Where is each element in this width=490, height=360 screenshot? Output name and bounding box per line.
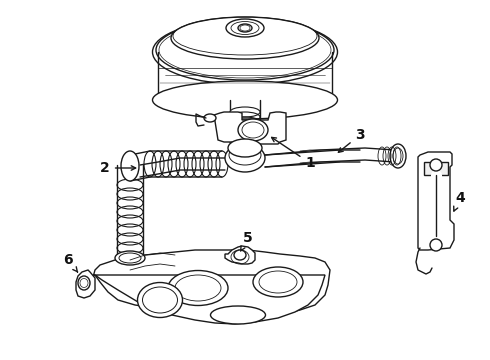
Ellipse shape [78,276,90,290]
Ellipse shape [121,151,139,181]
Polygon shape [88,250,330,318]
Ellipse shape [225,144,265,172]
Text: 2: 2 [100,161,136,175]
Ellipse shape [211,306,266,324]
Text: 6: 6 [63,253,77,272]
Polygon shape [424,162,448,175]
Ellipse shape [226,19,264,37]
Polygon shape [214,112,286,144]
Polygon shape [418,152,454,250]
Ellipse shape [230,107,260,117]
Ellipse shape [228,139,262,157]
Ellipse shape [171,17,319,59]
Ellipse shape [204,114,216,122]
Ellipse shape [168,270,228,306]
Text: 1: 1 [271,138,315,170]
Ellipse shape [390,144,406,168]
Ellipse shape [238,119,268,141]
Ellipse shape [138,283,182,318]
Text: 3: 3 [339,128,365,152]
Ellipse shape [234,250,246,260]
Polygon shape [76,270,95,298]
Ellipse shape [238,24,252,32]
Polygon shape [95,275,325,324]
Text: 5: 5 [241,231,253,251]
Ellipse shape [430,239,442,251]
Ellipse shape [152,19,338,85]
Polygon shape [225,246,255,264]
Ellipse shape [152,81,338,119]
Ellipse shape [253,267,303,297]
Ellipse shape [430,159,442,171]
Text: 4: 4 [454,191,465,211]
Ellipse shape [115,251,145,265]
